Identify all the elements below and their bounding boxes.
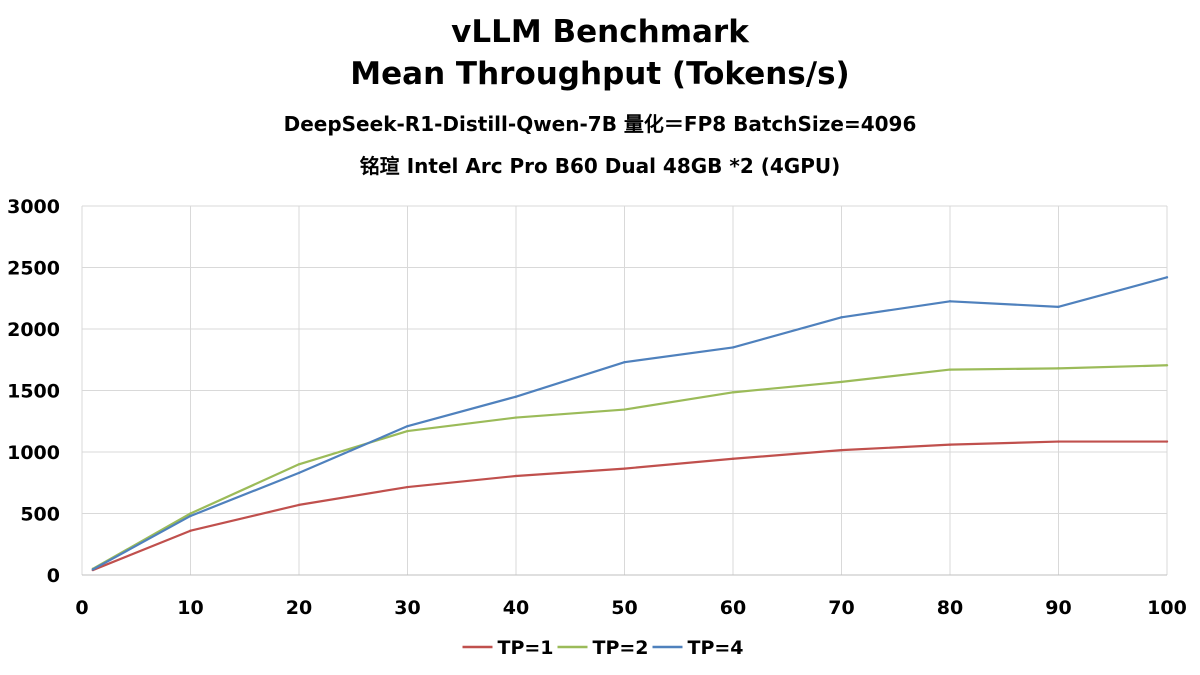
data-point — [1165, 364, 1169, 367]
x-axis-ticks: 0 10 20 30 40 50 60 70 80 90 100 — [75, 597, 1186, 619]
data-point — [1165, 276, 1169, 279]
legend-label: TP=4 — [688, 637, 744, 659]
y-tick-label: 1500 — [7, 381, 60, 403]
data-point — [297, 471, 301, 475]
x-tick-label: 60 — [720, 597, 746, 619]
y-tick-label: 1000 — [7, 442, 60, 464]
y-tick-label: 500 — [20, 504, 60, 526]
y-tick-label: 2000 — [7, 319, 60, 341]
data-point — [731, 346, 735, 349]
chart-title: vLLM Benchmark — [451, 14, 749, 50]
data-point — [623, 408, 626, 411]
y-tick-label: 2500 — [7, 258, 60, 280]
legend: TP=1 TP=2 TP=4 — [462, 637, 744, 659]
data-point — [406, 424, 409, 428]
series-lines — [91, 276, 1169, 572]
data-point — [297, 463, 301, 466]
data-point — [1057, 367, 1060, 370]
x-tick-label: 40 — [503, 597, 529, 619]
data-point — [189, 514, 192, 518]
data-point — [91, 568, 95, 571]
x-tick-label: 80 — [937, 597, 963, 619]
y-axis-ticks: 0 500 1000 1500 2000 2500 3000 — [7, 196, 60, 587]
data-point — [514, 395, 518, 398]
data-point — [948, 300, 952, 303]
data-point — [1057, 305, 1060, 309]
x-tick-label: 10 — [177, 597, 203, 619]
data-point — [514, 416, 518, 419]
data-point — [1057, 440, 1060, 443]
data-point — [948, 443, 952, 446]
legend-label: TP=2 — [593, 637, 649, 659]
x-tick-label: 90 — [1045, 597, 1071, 619]
data-point — [731, 457, 735, 460]
y-tick-label: 0 — [47, 565, 60, 587]
x-tick-label: 20 — [286, 597, 312, 619]
x-tick-label: 70 — [828, 597, 854, 619]
chart-hardware-info: 铭瑄 Intel Arc Pro B60 Dual 48GB *2 (4GPU) — [359, 154, 841, 178]
series-line-tp-1 — [92, 440, 1167, 572]
chart-model-info: DeepSeek-R1-Distill-Qwen-7B 量化＝FP8 Batch… — [283, 112, 917, 136]
grid-lines — [81, 205, 1168, 576]
data-point — [948, 368, 952, 371]
data-point — [623, 361, 626, 364]
data-point — [731, 391, 735, 394]
data-point — [623, 467, 626, 470]
data-point — [297, 503, 301, 507]
y-tick-label: 3000 — [7, 196, 60, 218]
legend-label: TP=1 — [498, 637, 554, 659]
series-line-tp-4 — [92, 276, 1168, 571]
x-tick-label: 30 — [394, 597, 420, 619]
chart-subtitle: Mean Throughput (Tokens/s) — [350, 56, 850, 92]
data-point — [189, 529, 192, 532]
data-point — [406, 485, 409, 489]
data-point — [406, 429, 409, 433]
data-point — [514, 474, 518, 478]
data-point — [840, 380, 843, 384]
data-point — [840, 448, 843, 452]
x-tick-label: 50 — [611, 597, 637, 619]
x-tick-label: 0 — [75, 597, 88, 619]
data-point — [840, 316, 843, 319]
data-point — [189, 512, 192, 515]
x-tick-label: 100 — [1147, 597, 1187, 619]
data-point — [1165, 440, 1169, 443]
